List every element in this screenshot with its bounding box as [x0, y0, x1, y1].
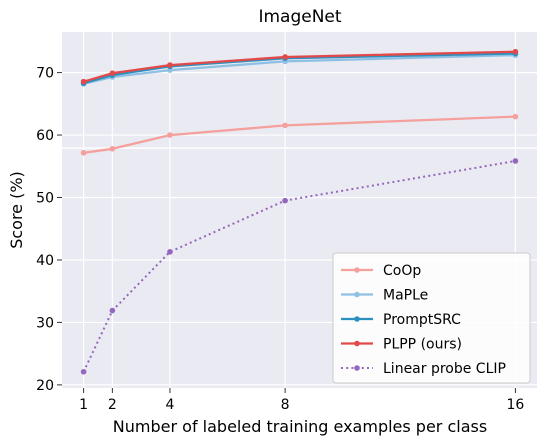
legend-item: Linear probe CLIP	[341, 361, 506, 377]
legend-marker	[354, 365, 360, 371]
y-axis-label: Score (%)	[7, 171, 26, 249]
data-point	[80, 368, 87, 375]
series-coop	[80, 113, 519, 156]
data-point	[282, 197, 288, 204]
legend-label: MaPLe	[383, 288, 428, 304]
legend-marker	[354, 291, 360, 298]
legend-label: PLPP (ours)	[383, 337, 462, 353]
data-point	[109, 145, 116, 152]
legend-label: Linear probe CLIP	[383, 361, 506, 377]
y-tick-label: 60	[36, 128, 54, 144]
y-tick-label: 50	[36, 191, 54, 207]
y-tick-label: 30	[36, 315, 54, 331]
data-point	[512, 158, 519, 164]
legend-item: MaPLe	[341, 288, 428, 304]
data-point	[167, 132, 173, 138]
legend-marker	[354, 340, 360, 347]
x-tick-label: 4	[165, 397, 174, 413]
series-linear-probe-clip	[80, 158, 519, 375]
x-tick-label: 8	[281, 397, 290, 413]
y-tick-label: 70	[36, 66, 54, 82]
series-layer	[80, 48, 519, 375]
data-point	[80, 150, 87, 156]
data-point	[109, 307, 116, 314]
legend-label: PromptSRC	[383, 312, 461, 328]
data-point	[282, 54, 288, 60]
legend-marker	[354, 267, 360, 273]
axis-ticks: 20 30 40 50 60 70 1 2 4 8 16	[36, 66, 524, 413]
x-tick-label: 1	[79, 397, 88, 413]
data-point	[80, 78, 87, 85]
x-tick-label: 2	[108, 397, 117, 413]
data-point	[167, 249, 173, 255]
chart-title: ImageNet	[258, 7, 341, 27]
legend-item: PLPP (ours)	[341, 337, 462, 353]
data-point	[512, 48, 519, 55]
legend-item: CoOp	[341, 263, 421, 279]
legend-item: PromptSRC	[341, 312, 461, 328]
series-plpp-ours	[80, 48, 519, 85]
y-tick-label: 20	[36, 378, 54, 394]
series-line	[82, 160, 516, 373]
data-point	[512, 113, 519, 120]
data-point	[282, 122, 288, 129]
legend-box	[332, 252, 531, 384]
legend: CoOp MaPLe PromptSRC PLPP (ours) Linear prob…	[332, 252, 531, 384]
x-tick-label: 16	[506, 397, 524, 413]
data-point	[167, 62, 173, 68]
y-tick-label: 40	[36, 253, 54, 269]
x-axis-label: Number of labeled training examples per …	[113, 417, 487, 436]
legend-label: CoOp	[383, 263, 421, 279]
data-point	[109, 70, 116, 77]
legend-marker	[354, 316, 360, 322]
